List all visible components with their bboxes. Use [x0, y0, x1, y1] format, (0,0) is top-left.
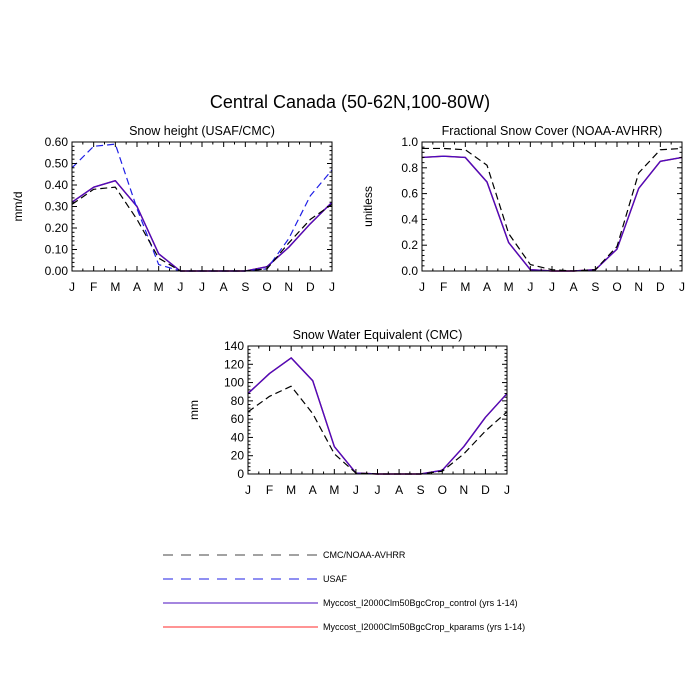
x-tick-label: M — [329, 483, 339, 497]
x-tick-label: O — [262, 280, 271, 294]
x-tick-label: F — [90, 280, 97, 294]
x-tick-label: J — [329, 280, 335, 294]
panel-title: Fractional Snow Cover (NOAA-AVHRR) — [442, 124, 663, 138]
x-tick-label: A — [570, 280, 578, 294]
series-line-2 — [71, 143, 333, 272]
y-axis-label: unitless — [361, 186, 375, 227]
series-line-1 — [71, 186, 333, 272]
y-tick-label: 0.8 — [401, 161, 418, 175]
x-tick-label: M — [504, 280, 514, 294]
series-line-4 — [247, 357, 508, 475]
x-tick-label: A — [483, 280, 491, 294]
x-tick-label: F — [266, 483, 273, 497]
y-axis-label: mm/d — [11, 192, 25, 222]
y-tick-label: 0.4 — [401, 212, 418, 226]
y-tick-label: 80 — [231, 394, 245, 408]
x-tick-label: J — [375, 483, 381, 497]
chart-panel-3: Snow Water Equivalent (CMC)J F M A M J J A S O N D J… — [187, 328, 510, 497]
plot-frame — [71, 141, 333, 272]
y-axis-label: mm — [187, 400, 201, 420]
chart-panel-2: Fractional Snow Cover (NOAA-AVHRR)J F M A M J… — [361, 124, 685, 294]
y-tick-label: 100 — [224, 376, 244, 390]
legend-label-3: Myccost_I2000Clm50BgcCrop_control (yrs 1… — [323, 598, 518, 608]
x-tick-label: J — [199, 280, 205, 294]
legend: CMC/NOAA-AVHRR USAF Myccost_I2000Clm50BgcC… — [163, 550, 525, 632]
x-tick-label: F — [440, 280, 447, 294]
y-tick-label: 120 — [224, 357, 244, 371]
x-tick-label: J — [177, 280, 183, 294]
x-tick-label: O — [612, 280, 621, 294]
y-tick-label: 0.50 — [45, 157, 69, 171]
y-tick-label: 20 — [231, 449, 245, 463]
x-tick-label: D — [306, 280, 315, 294]
y-tick-label: 0.0 — [401, 264, 418, 278]
x-tick-label: J — [245, 483, 251, 497]
y-tick-label: 40 — [231, 430, 245, 444]
x-tick-label: S — [241, 280, 249, 294]
series-line-1 — [422, 147, 683, 272]
x-tick-label: N — [284, 280, 293, 294]
x-tick-label: M — [154, 280, 164, 294]
legend-label-2: USAF — [323, 574, 348, 584]
x-tick-label: J — [527, 280, 533, 294]
x-tick-label: J — [353, 483, 359, 497]
y-tick-label: 0.10 — [45, 243, 69, 257]
y-tick-label: 0.00 — [45, 264, 69, 278]
series-line-4 — [71, 179, 333, 272]
x-tick-label: J — [69, 280, 75, 294]
x-tick-label: N — [459, 483, 468, 497]
y-tick-label: 0.40 — [45, 178, 69, 192]
x-tick-label: M — [460, 280, 470, 294]
x-tick-label: A — [309, 483, 317, 497]
plot-frame — [247, 345, 508, 475]
y-tick-label: 0.60 — [45, 135, 69, 149]
y-tick-label: 0 — [237, 467, 244, 481]
chart-panels: Snow height (USAF/CMC)J F M A M J J A S O N D J0.000… — [11, 124, 685, 497]
x-tick-label: J — [419, 280, 425, 294]
x-tick-label: J — [679, 280, 685, 294]
x-tick-label: D — [656, 280, 665, 294]
plot-frame — [421, 141, 683, 272]
legend-label-1: CMC/NOAA-AVHRR — [323, 550, 406, 560]
legend-label-4: Myccost_I2000Clm50BgcCrop_kparams (yrs 1… — [323, 622, 525, 632]
y-tick-label: 0.2 — [401, 238, 418, 252]
y-tick-label: 0.30 — [45, 200, 69, 214]
panel-title: Snow height (USAF/CMC) — [129, 124, 275, 138]
series-line-3 — [421, 155, 683, 272]
x-tick-label: M — [110, 280, 120, 294]
figure-title: Central Canada (50-62N,100-80W) — [210, 92, 490, 112]
series-line-3 — [71, 179, 333, 272]
x-tick-label: S — [591, 280, 599, 294]
series-line-4 — [421, 155, 683, 272]
y-tick-label: 140 — [224, 339, 244, 353]
y-tick-label: 1.0 — [401, 135, 418, 149]
chart-panel-1: Snow height (USAF/CMC)J F M A M J J A S O N D J0.000… — [11, 124, 335, 294]
x-tick-label: A — [395, 483, 403, 497]
x-tick-label: A — [133, 280, 141, 294]
x-tick-label: A — [220, 280, 228, 294]
x-tick-label: M — [286, 483, 296, 497]
y-tick-label: 0.6 — [401, 187, 418, 201]
series-line-1 — [247, 385, 508, 475]
y-tick-label: 60 — [231, 412, 245, 426]
x-tick-label: O — [438, 483, 447, 497]
x-tick-label: J — [549, 280, 555, 294]
x-tick-label: D — [481, 483, 490, 497]
x-tick-label: J — [504, 483, 510, 497]
y-tick-label: 0.20 — [45, 221, 69, 235]
series-line-3 — [247, 357, 508, 475]
x-tick-label: N — [634, 280, 643, 294]
panel-title: Snow Water Equivalent (CMC) — [293, 328, 463, 342]
x-tick-label: S — [417, 483, 425, 497]
